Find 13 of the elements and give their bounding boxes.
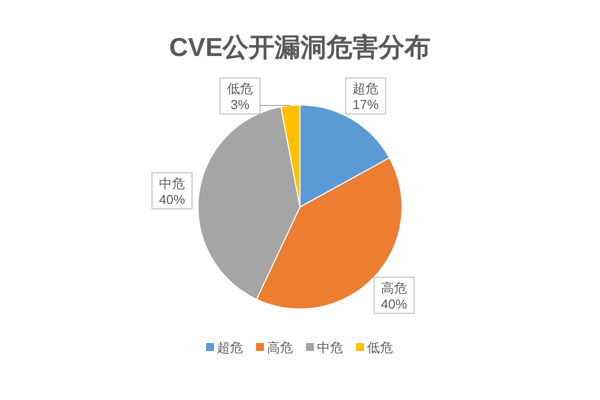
legend-label: 低危 — [367, 340, 393, 355]
data-label: 40% — [159, 192, 186, 207]
slice-label: 高危 — [381, 280, 408, 296]
slice-label: 低危 — [227, 81, 253, 96]
legend-label: 高危 — [267, 340, 293, 355]
legend-label: 中危 — [317, 340, 343, 355]
legend-label: 超危 — [217, 340, 243, 355]
data-label: 3% — [230, 97, 250, 112]
slice-label: 超危 — [352, 80, 379, 96]
slice-label: 中危 — [159, 176, 186, 191]
data-label: 17% — [352, 96, 380, 112]
data-label: 40% — [381, 296, 408, 312]
chart-title: CVE公开漏洞危害分布 — [169, 32, 431, 62]
